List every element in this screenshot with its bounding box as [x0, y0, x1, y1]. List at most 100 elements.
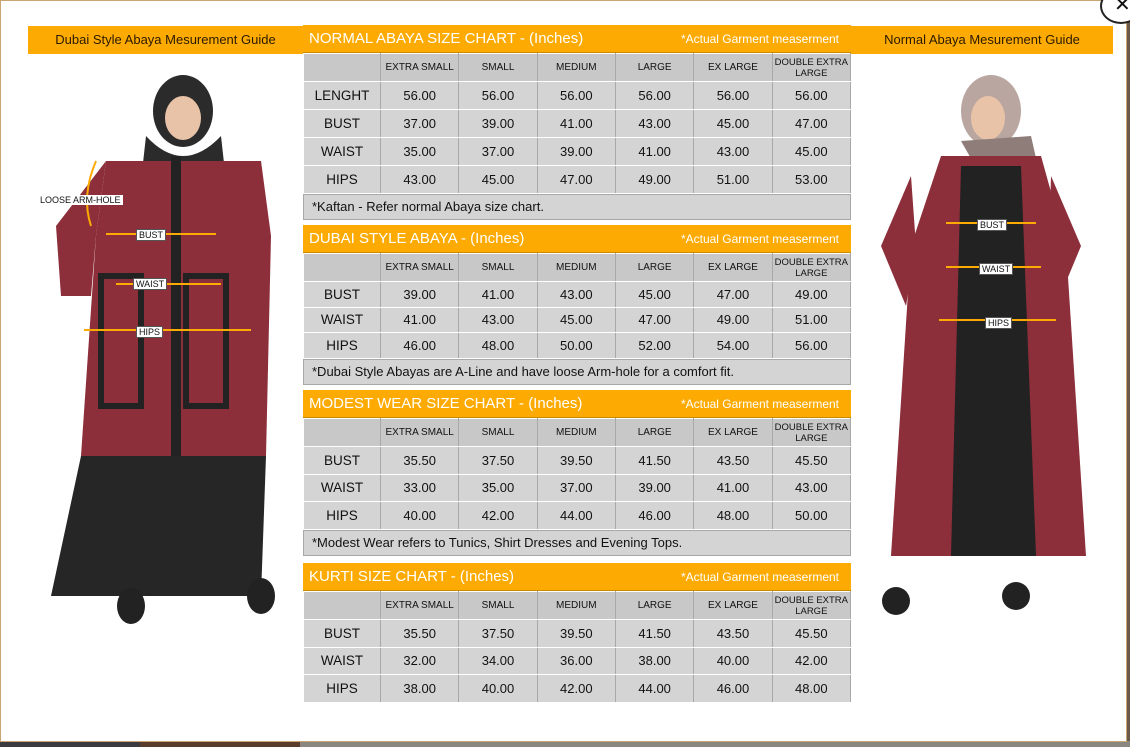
measurement-value: 41.00 — [379, 306, 460, 333]
measurement-label: BUST — [303, 109, 381, 138]
size-header-cell: EX LARGE — [693, 53, 773, 82]
size-header-cell: SMALL — [458, 591, 538, 620]
measurement-value: 35.50 — [379, 446, 460, 475]
section-title: KURTI SIZE CHART - (Inches) — [309, 568, 515, 585]
size-header-cell: MEDIUM — [536, 253, 616, 282]
measurement-value: 37.50 — [458, 619, 538, 648]
size-header-cell: SMALL — [458, 253, 538, 282]
size-header-cell: EXTRA SMALL — [379, 591, 460, 620]
table-row: HIPS 38.00 40.00 42.00 44.00 46.00 48.00 — [303, 674, 852, 703]
table-row: WAIST 33.00 35.00 37.00 39.00 41.00 43.00 — [303, 473, 852, 502]
section-header: NORMAL ABAYA SIZE CHART - (Inches) *Actua… — [303, 25, 851, 53]
measurement-value: 56.00 — [458, 81, 538, 110]
measurement-label: WAIST — [303, 306, 381, 333]
section-title: DUBAI STYLE ABAYA - (Inches) — [309, 230, 525, 247]
measurement-value: 41.00 — [693, 473, 773, 502]
measurement-value: 39.00 — [379, 281, 460, 308]
measurement-value: 37.00 — [379, 109, 460, 138]
size-header-cell: EX LARGE — [693, 418, 773, 447]
measurement-value: 49.00 — [693, 306, 773, 333]
measurement-value: 40.00 — [458, 674, 538, 703]
measurement-value: 37.00 — [536, 473, 616, 502]
measurement-value: 45.00 — [771, 137, 852, 166]
size-header-cell: LARGE — [614, 253, 695, 282]
measurement-value: 41.00 — [458, 281, 538, 308]
measurement-label: LENGHT — [303, 81, 381, 110]
section-title: MODEST WEAR SIZE CHART - (Inches) — [309, 395, 583, 412]
size-header-cell: MEDIUM — [536, 591, 616, 620]
size-table: EXTRA SMALL SMALL MEDIUM LARGE EX LARGE DOUBL… — [303, 418, 852, 530]
size-header-cell: SMALL — [458, 53, 538, 82]
section-title: NORMAL ABAYA SIZE CHART - (Inches) — [309, 30, 584, 47]
left-guide-title: Dubai Style Abaya Mesurement Guide — [28, 26, 303, 54]
measurement-value: 50.00 — [771, 501, 852, 530]
size-chart-section: DUBAI STYLE ABAYA - (Inches) *Actual Garm… — [303, 225, 852, 385]
table-row: HIPS 46.00 48.00 50.00 52.00 54.00 56.00 — [303, 332, 852, 359]
measurement-value: 39.50 — [536, 446, 616, 475]
measurement-value: 45.00 — [614, 281, 695, 308]
section-footnote: *Modest Wear refers to Tunics, Shirt Dre… — [303, 529, 851, 556]
measurement-value: 41.50 — [614, 446, 695, 475]
dubai-abaya-model-image — [51, 75, 275, 624]
size-header-cell: EXTRA SMALL — [379, 418, 460, 447]
label-bust: BUST — [136, 229, 167, 241]
size-header-row: EXTRA SMALL SMALL MEDIUM LARGE EX LARGE DOUBL… — [303, 591, 852, 620]
size-header-cell: SMALL — [458, 418, 538, 447]
header-corner-cell — [303, 418, 381, 447]
measurement-value: 43.50 — [693, 619, 773, 648]
measurement-label: HIPS — [303, 501, 381, 530]
measurement-value: 56.00 — [693, 81, 773, 110]
section-header: MODEST WEAR SIZE CHART - (Inches) *Actual… — [303, 390, 851, 418]
measurement-value: 56.00 — [771, 81, 852, 110]
measurement-note: *Actual Garment measerment — [680, 31, 839, 46]
header-corner-cell — [303, 53, 381, 82]
measurement-value: 42.00 — [771, 646, 852, 675]
measurement-value: 47.00 — [536, 165, 616, 194]
size-table: EXTRA SMALL SMALL MEDIUM LARGE EX LARGE DOUBL… — [303, 591, 852, 703]
size-table: EXTRA SMALL SMALL MEDIUM LARGE EX LARGE DOUBL… — [303, 253, 852, 359]
measurement-value: 34.00 — [458, 646, 538, 675]
measurement-note: *Actual Garment measerment — [680, 231, 839, 246]
measurement-label: WAIST — [303, 137, 381, 166]
header-corner-cell — [303, 253, 381, 282]
measurement-label: WAIST — [303, 646, 381, 675]
measurement-value: 42.00 — [458, 501, 538, 530]
table-row: BUST 37.00 39.00 41.00 43.00 45.00 47.00 — [303, 109, 852, 138]
measurement-value: 32.00 — [379, 646, 460, 675]
measurement-value: 43.00 — [379, 165, 460, 194]
section-footnote: *Dubai Style Abayas are A-Line and have … — [303, 358, 851, 385]
size-header-cell: DOUBLE EXTRA LARGE — [771, 53, 852, 82]
size-header-cell: EX LARGE — [693, 253, 773, 282]
measurement-value: 35.50 — [379, 619, 460, 648]
measurement-value: 43.00 — [614, 109, 695, 138]
measurement-value: 41.50 — [614, 619, 695, 648]
measurement-value: 45.00 — [536, 306, 616, 333]
measurement-value: 48.00 — [458, 332, 538, 359]
size-header-cell: LARGE — [614, 53, 695, 82]
measurement-value: 47.00 — [771, 109, 852, 138]
size-header-cell: EXTRA SMALL — [379, 253, 460, 282]
measurement-value: 45.00 — [458, 165, 538, 194]
table-row: WAIST 41.00 43.00 45.00 47.00 49.00 51.00 — [303, 306, 852, 333]
measurement-value: 43.50 — [693, 446, 773, 475]
measurement-value: 46.00 — [614, 501, 695, 530]
section-header: KURTI SIZE CHART - (Inches) *Actual Garme… — [303, 563, 851, 591]
measurement-value: 56.00 — [771, 332, 852, 359]
measurement-value: 37.00 — [458, 137, 538, 166]
measurement-value: 50.00 — [536, 332, 616, 359]
measurement-value: 35.00 — [379, 137, 460, 166]
measurement-value: 52.00 — [614, 332, 695, 359]
size-header-row: EXTRA SMALL SMALL MEDIUM LARGE EX LARGE DOUBL… — [303, 253, 852, 282]
size-chart-section: MODEST WEAR SIZE CHART - (Inches) *Actual… — [303, 390, 852, 556]
right-label-waist: WAIST — [979, 263, 1014, 275]
header-corner-cell — [303, 591, 381, 620]
page-background — [0, 741, 1130, 747]
table-row: HIPS 40.00 42.00 44.00 46.00 48.00 50.00 — [303, 501, 852, 530]
label-hips: HIPS — [136, 326, 164, 338]
section-footnote: *Kaftan - Refer normal Abaya size chart. — [303, 194, 851, 220]
measurement-value: 43.00 — [771, 473, 852, 502]
measurement-value: 48.00 — [693, 501, 773, 530]
measurement-note: *Actual Garment measerment — [680, 396, 839, 411]
size-header-cell: DOUBLE EXTRA LARGE — [771, 418, 852, 447]
